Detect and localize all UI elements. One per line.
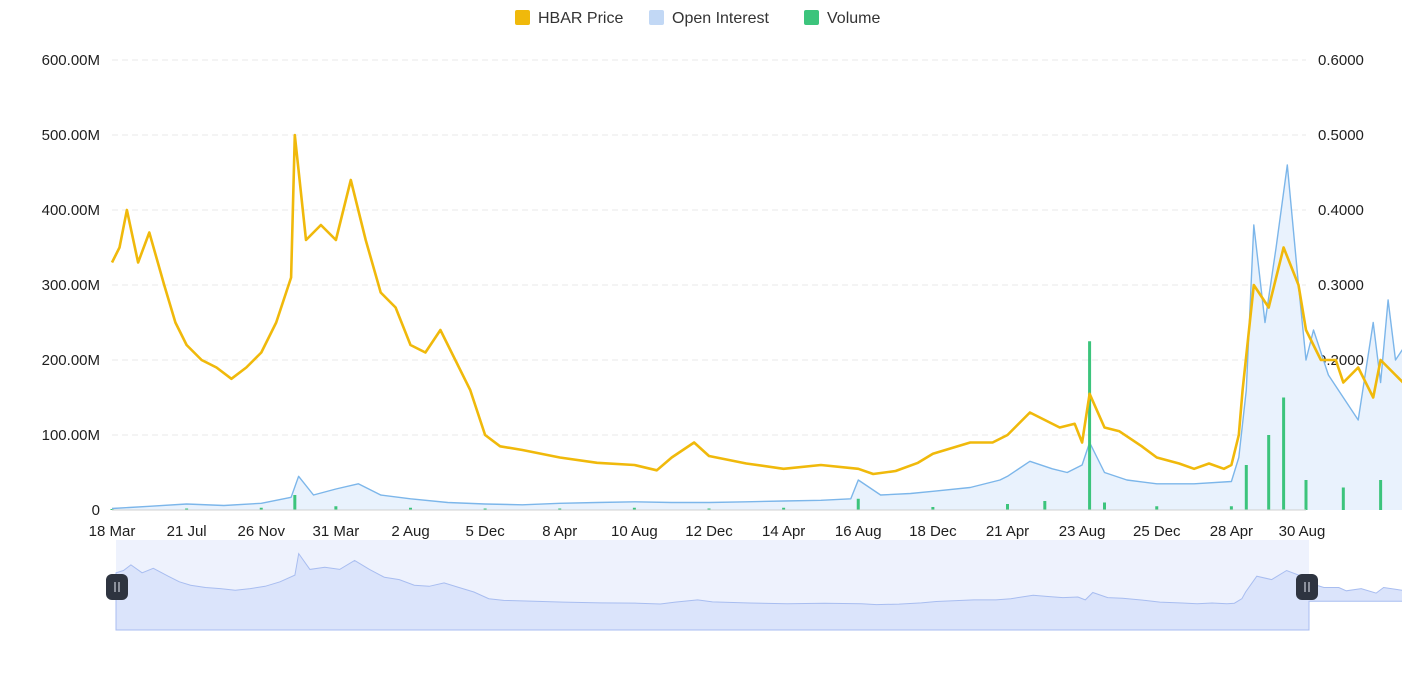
y-left-tick-label: 400.00M [42,202,100,219]
y-right-tick-label: 0.2000 [1318,352,1364,369]
x-tick-label: 25 Dec [1133,523,1181,540]
y-left-tick-label: 500.00M [42,127,100,144]
legend-swatch-open-interest [649,10,664,25]
legend-label-hbar-price: HBAR Price [538,10,623,27]
legend-label-volume: Volume [827,10,880,27]
x-tick-label: 16 Aug [835,523,882,540]
gridlines [112,59,1306,436]
x-tick-label: 12 Dec [685,523,733,540]
navigator-series-area [115,552,1402,631]
legend-item-open-interest[interactable]: Open Interest [649,10,770,27]
x-tick-label: 5 Dec [466,523,506,540]
y-right-tick-label: 0.5000 [1318,127,1364,144]
x-tick-label: 14 Apr [762,523,805,540]
legend-item-hbar-price[interactable]: HBAR Price [515,10,623,27]
y-left-tick-label: 0 [92,502,100,519]
x-tick-label: 21 Jul [167,523,207,540]
x-tick-label: 28 Apr [1210,523,1253,540]
x-tick-label: 8 Apr [542,523,577,540]
y-right-tick-label: 0.3000 [1318,277,1364,294]
navigator-left-handle[interactable] [106,574,128,600]
series-line-open-interest [111,164,1402,510]
legend-swatch-hbar-price [515,10,530,25]
x-tick-label: 26 Nov [237,523,285,540]
series-line-hbar-price [110,133,1402,476]
x-tick-label: 23 Aug [1059,523,1106,540]
series-area-open-interest [112,165,1402,510]
x-axis: 18 Mar 21 Jul 26 Nov 31 Mar 2 Aug 5 Dec 8 Apr 1… [89,523,1326,540]
x-tick-label: 31 Mar [313,523,360,540]
x-tick-label: 18 Dec [909,523,957,540]
y-axis-left: 0 100.00M 200.00M 300.00M 400.00M 500.00M 600.… [42,52,100,519]
legend-item-volume[interactable]: Volume [804,10,880,27]
y-right-tick-label: 0.4000 [1318,202,1364,219]
y-left-tick-label: 600.00M [42,52,100,69]
plot-area [110,133,1402,510]
y-right-tick-label: 0.6000 [1318,52,1364,69]
y-left-tick-label: 200.00M [42,352,100,369]
y-left-tick-label: 100.00M [42,427,100,444]
legend-label-open-interest: Open Interest [672,10,770,27]
range-navigator[interactable] [106,540,1402,631]
y-left-tick-label: 300.00M [42,277,100,294]
x-tick-label: 30 Aug [1279,523,1326,540]
legend-swatch-volume [804,10,819,25]
x-tick-label: 18 Mar [89,523,136,540]
x-tick-label: 10 Aug [611,523,658,540]
x-tick-label: 2 Aug [391,523,429,540]
navigator-right-handle[interactable] [1296,574,1318,600]
x-tick-label: 21 Apr [986,523,1029,540]
legend[interactable]: HBAR Price Open Interest Volume [515,10,880,27]
